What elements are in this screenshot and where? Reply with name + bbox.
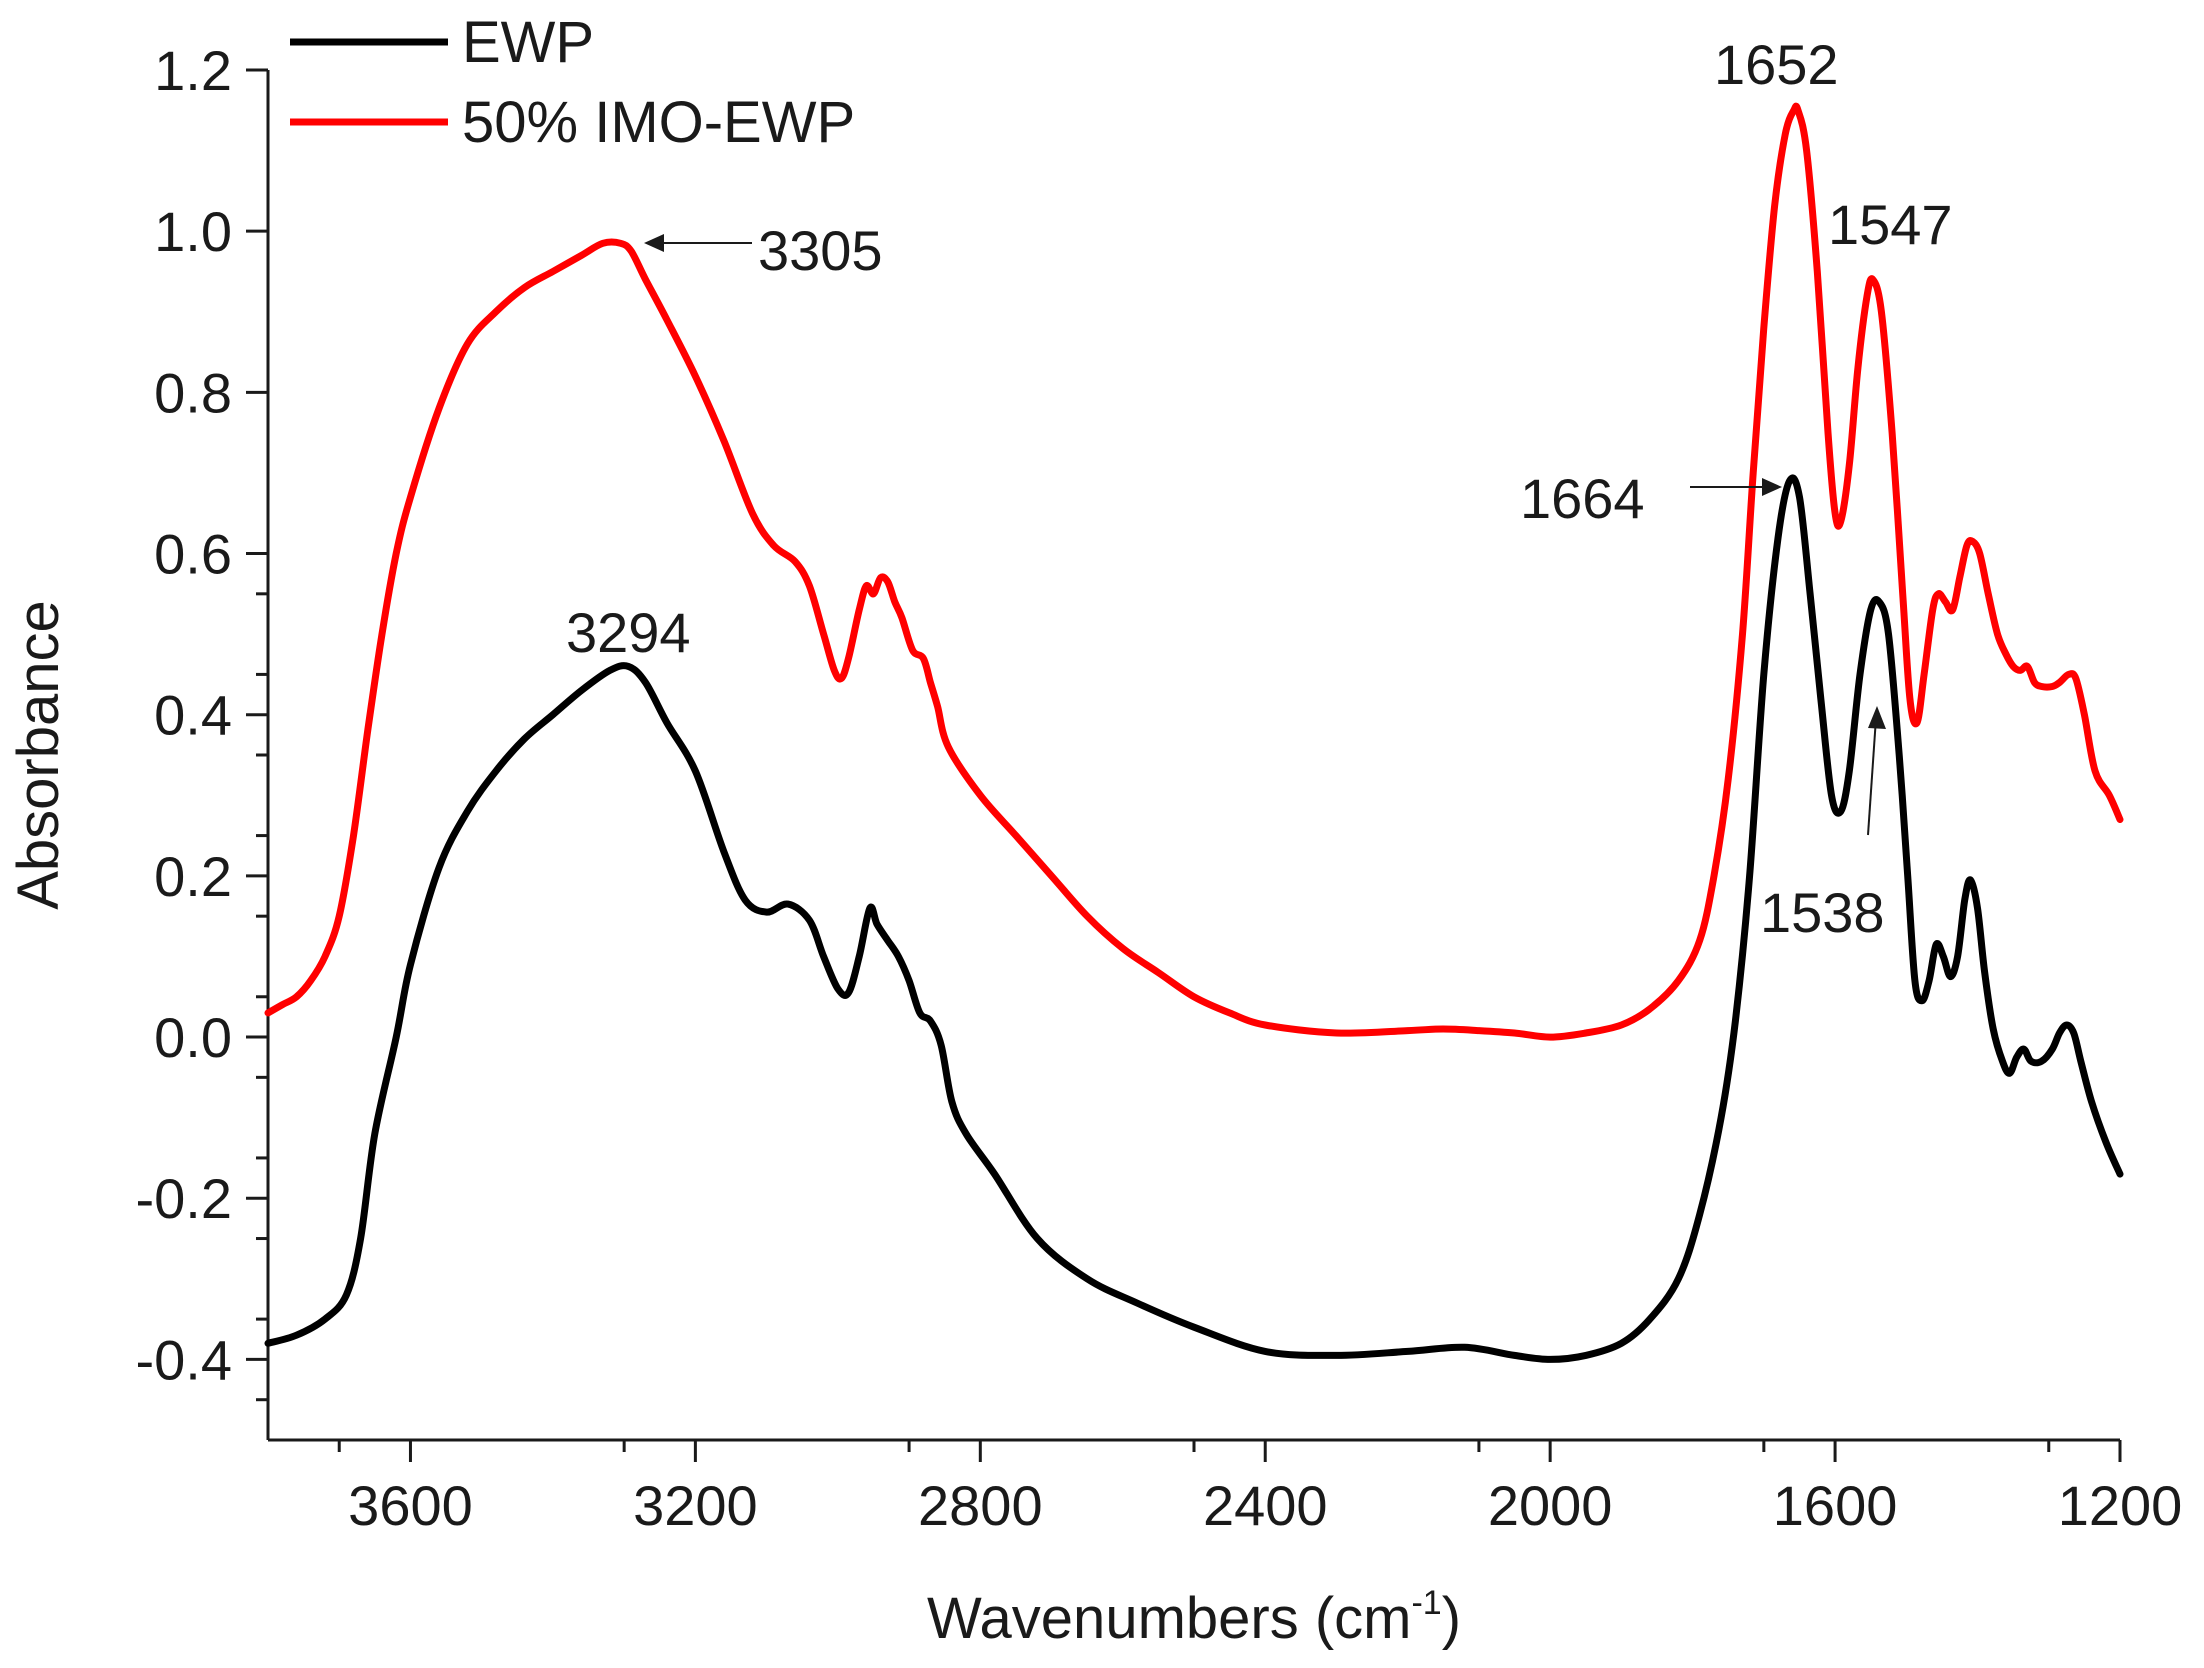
annotation-1547: 1547 xyxy=(1828,193,1953,256)
series-line-ewp xyxy=(264,474,2124,1363)
y-tick-label-0.0: 0.0 xyxy=(154,1006,232,1069)
x-tick-label-1600: 1600 xyxy=(1773,1474,1898,1537)
legend-label-imo-ewp: 50% IMO-EWP xyxy=(462,90,855,155)
y-tick-label-0.8: 0.8 xyxy=(154,361,232,424)
annotation-1538-arrowhead xyxy=(1868,706,1886,729)
annotation-1538-arrow xyxy=(1867,717,1877,836)
annotation-3305: 3305 xyxy=(758,219,883,282)
y-tick-label-0.6: 0.6 xyxy=(154,523,232,586)
y-ticks: -0.4 -0.2 0.0 0.2 0.4 0.6 0.8 1.0 1.2 xyxy=(136,39,268,1402)
annotation-1664: 1664 xyxy=(1520,467,1645,530)
annotation-3305-arrowhead xyxy=(644,234,664,252)
annotation-1664-arrowhead xyxy=(1762,478,1782,496)
legend: EWP 50% IMO-EWP xyxy=(290,10,855,155)
annotations: 3305 3294 1652 1547 1664 1538 xyxy=(566,33,1953,944)
x-axis-title-close: ) xyxy=(1442,1586,1461,1651)
x-ticks: 3600 3200 2800 2400 2000 1600 1200 xyxy=(337,1440,2183,1537)
y-tick-label--0.4: -0.4 xyxy=(136,1328,233,1391)
x-tick-label-2000: 2000 xyxy=(1488,1474,1613,1537)
y-tick-label-1.0: 1.0 xyxy=(154,200,232,263)
x-axis-title-sup: -1 xyxy=(1411,1584,1441,1622)
series-line-imo-ewp xyxy=(264,102,2124,1041)
y-tick-label-1.2: 1.2 xyxy=(154,39,232,102)
x-axis-title-main: Wavenumbers (cm xyxy=(927,1586,1412,1651)
y-tick-label-0.4: 0.4 xyxy=(154,684,232,747)
x-tick-label-3200: 3200 xyxy=(633,1474,758,1537)
x-tick-label-2400: 2400 xyxy=(1203,1474,1328,1537)
x-axis-title: Wavenumbers (cm-1) xyxy=(927,1584,1461,1651)
x-tick-label-3600: 3600 xyxy=(348,1474,473,1537)
x-tick-label-1200: 1200 xyxy=(2058,1474,2183,1537)
x-tick-label-2800: 2800 xyxy=(918,1474,1043,1537)
y-tick-label-0.2: 0.2 xyxy=(154,845,232,908)
y-axis-title: Absorbance xyxy=(6,600,71,910)
annotation-1538: 1538 xyxy=(1760,881,1885,944)
y-tick-label--0.2: -0.2 xyxy=(136,1167,233,1230)
legend-label-ewp: EWP xyxy=(462,10,594,75)
series-layer xyxy=(264,102,2124,1363)
annotation-3294: 3294 xyxy=(566,601,691,664)
annotation-1652: 1652 xyxy=(1714,33,1839,96)
